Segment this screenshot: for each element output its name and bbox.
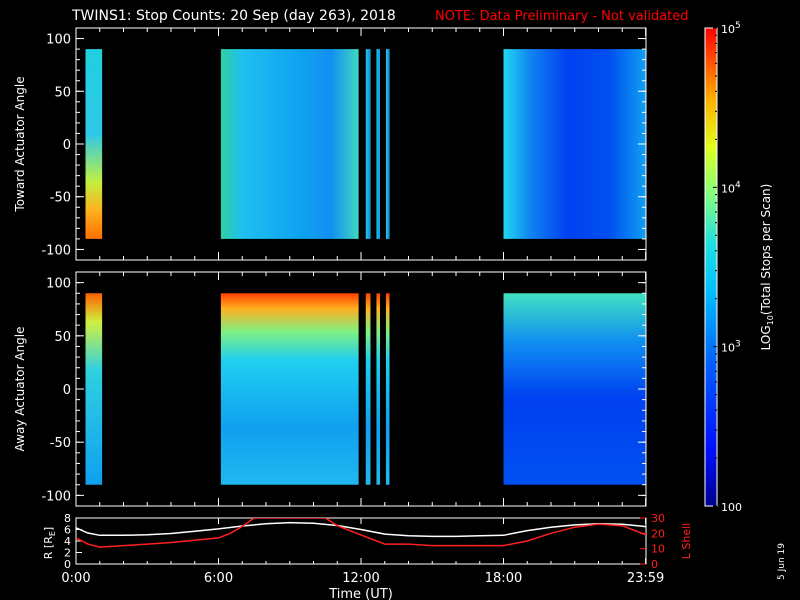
colorbar-tick-exponent: 4 bbox=[735, 180, 741, 190]
time-axis-label: Time (UT) bbox=[328, 587, 393, 600]
orbit-ytick-left-label-6: 6 bbox=[64, 524, 71, 537]
orbit-ytick-left-label-8: 8 bbox=[64, 512, 71, 525]
away-segment-0 bbox=[85, 293, 103, 485]
orbit-r-label-sub: E bbox=[48, 531, 57, 536]
colorbar-label-sub: 10 bbox=[766, 315, 775, 325]
orbit-xtick-label-0: 0:00 bbox=[61, 571, 90, 586]
toward-segment-0 bbox=[85, 49, 103, 239]
colorbar-tick-base: 100 bbox=[721, 501, 742, 514]
toward-ytick-label--50: -50 bbox=[50, 191, 71, 206]
toward-ytick-label-0: 0 bbox=[63, 138, 71, 153]
toward-segment-5 bbox=[503, 49, 646, 239]
orbit-xtick-label-3: 18:00 bbox=[485, 571, 522, 586]
colorbar-tick-label-2: 100 bbox=[721, 501, 742, 514]
orbit-r-label: R [RE] bbox=[42, 527, 57, 559]
orbit-ytick-left-label-0: 0 bbox=[64, 558, 71, 571]
toward-segment-1 bbox=[220, 49, 359, 239]
orbit-ytick-left-label-2: 2 bbox=[64, 547, 71, 560]
colorbar-label-pre: LOG bbox=[759, 325, 773, 350]
away-ylabel: Away Actuator Angle bbox=[13, 326, 27, 451]
toward-ytick-label-50: 50 bbox=[54, 85, 71, 100]
toward-ytick-label-100: 100 bbox=[46, 33, 71, 48]
colorbar-tick-label-3: 103 bbox=[721, 340, 741, 355]
away-segment-5 bbox=[503, 293, 646, 485]
colorbar-label-post: (Total Stops per Scan) bbox=[759, 184, 773, 315]
away-ytick-label-0: 0 bbox=[63, 383, 71, 398]
away-segment-3 bbox=[376, 293, 380, 485]
orbit-ytick-right-label-30: 30 bbox=[651, 512, 665, 525]
colorbar-tick-label-5: 105 bbox=[721, 21, 741, 36]
toward-ytick-label--100: -100 bbox=[41, 243, 71, 258]
preliminary-note: NOTE: Data Preliminary - Not validated bbox=[435, 9, 689, 24]
away-segment-2 bbox=[365, 293, 371, 485]
toward-segment-4 bbox=[385, 49, 390, 239]
colorbar-tick-exponent: 5 bbox=[735, 21, 741, 31]
text-layer: TWINS1: Stop Counts: 20 Sep (day 263), 2… bbox=[71, 8, 787, 580]
orbit-r-label-end: ] bbox=[42, 527, 55, 531]
colorbar-tick-label-4: 104 bbox=[721, 180, 741, 195]
colorbar-tick-base: 10 bbox=[721, 182, 735, 195]
orbit-ytick-right-label-0: 0 bbox=[651, 558, 658, 571]
away-segment-4 bbox=[385, 293, 390, 485]
orbit-xtick-label-2: 12:00 bbox=[342, 571, 379, 586]
colorbar-tick-exponent: 3 bbox=[735, 340, 741, 350]
generation-date-stamp: 5 Jun 19 bbox=[777, 543, 787, 580]
away-ytick-label--50: -50 bbox=[50, 436, 71, 451]
toward-ylabel: Toward Actuator Angle bbox=[13, 76, 27, 212]
colorbar-label: LOG10(Total Stops per Scan) bbox=[759, 184, 775, 351]
toward-segment-3 bbox=[376, 49, 380, 239]
toward-segment-2 bbox=[365, 49, 371, 239]
orbit-xtick-label-1: 6:00 bbox=[204, 571, 233, 586]
heatmap-layer bbox=[85, 49, 646, 485]
away-ytick-label-100: 100 bbox=[46, 277, 71, 292]
away-ytick-label-50: 50 bbox=[54, 330, 71, 345]
colorbar-tick-base: 10 bbox=[721, 342, 735, 355]
orbit-lshell-line bbox=[76, 518, 646, 548]
orbit-ytick-right-label-20: 20 bbox=[651, 527, 665, 540]
colorbar-gradient bbox=[704, 27, 718, 507]
away-ytick-label--100: -100 bbox=[41, 489, 71, 504]
orbit-panel-frame bbox=[75, 517, 647, 565]
orbit-lshell-label: L Shell bbox=[680, 523, 693, 559]
axes-layer: 100 50 0 -50 -100 Toward Actuator Angle 100 50 0… bbox=[13, 27, 647, 507]
orbit-r-label-main: R [R bbox=[42, 536, 55, 559]
orbit-ytick-left-label-4: 4 bbox=[64, 535, 71, 548]
orbit-r-line bbox=[76, 521, 646, 538]
orbit-ytick-right-label-10: 10 bbox=[651, 543, 665, 556]
colorbar-tick-base: 10 bbox=[721, 23, 735, 36]
chart-title: TWINS1: Stop Counts: 20 Sep (day 263), 2… bbox=[71, 8, 396, 24]
orbit-xtick-label-4: 23:59 bbox=[627, 571, 664, 586]
away-segment-1 bbox=[220, 293, 359, 485]
